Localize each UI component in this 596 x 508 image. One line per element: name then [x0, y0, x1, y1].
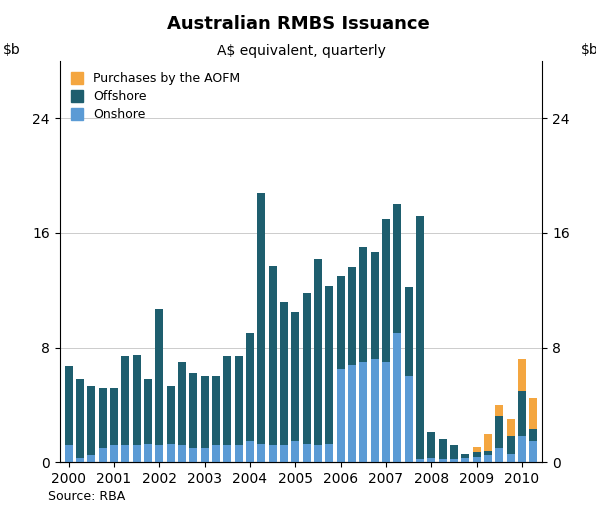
Bar: [348, 365, 356, 462]
Bar: [518, 359, 526, 391]
Bar: [110, 388, 118, 445]
Bar: [495, 417, 503, 448]
Bar: [393, 333, 401, 462]
Bar: [190, 448, 197, 462]
Bar: [303, 293, 311, 443]
Bar: [257, 443, 265, 462]
Bar: [371, 359, 378, 462]
Bar: [212, 445, 220, 462]
Bar: [257, 193, 265, 443]
Bar: [65, 445, 73, 462]
Bar: [518, 436, 526, 462]
Bar: [291, 441, 299, 462]
Bar: [507, 419, 514, 436]
Bar: [291, 312, 299, 441]
Bar: [269, 445, 277, 462]
Bar: [371, 251, 378, 359]
Bar: [325, 443, 333, 462]
Bar: [439, 459, 446, 462]
Bar: [495, 405, 503, 417]
Bar: [212, 376, 220, 445]
Bar: [88, 386, 95, 455]
Bar: [529, 429, 537, 441]
Bar: [110, 445, 118, 462]
Bar: [461, 454, 469, 458]
Bar: [484, 434, 492, 451]
Bar: [246, 441, 254, 462]
Bar: [224, 356, 231, 445]
Text: Australian RMBS Issuance: Australian RMBS Issuance: [167, 15, 429, 33]
Bar: [269, 266, 277, 445]
Bar: [99, 388, 107, 448]
Bar: [461, 458, 469, 462]
Bar: [235, 445, 243, 462]
Bar: [337, 369, 344, 462]
Title: A$ equivalent, quarterly: A$ equivalent, quarterly: [216, 44, 386, 58]
Bar: [507, 454, 514, 462]
Bar: [416, 459, 424, 462]
Bar: [382, 362, 390, 462]
Bar: [495, 448, 503, 462]
Bar: [382, 218, 390, 362]
Bar: [325, 286, 333, 443]
Bar: [507, 436, 514, 454]
Bar: [246, 333, 254, 441]
Bar: [144, 443, 152, 462]
Bar: [156, 309, 163, 445]
Bar: [405, 376, 412, 462]
Bar: [76, 379, 84, 458]
Bar: [76, 458, 84, 462]
Bar: [473, 447, 480, 452]
Bar: [280, 445, 288, 462]
Bar: [348, 267, 356, 365]
Bar: [122, 356, 129, 445]
Bar: [167, 443, 175, 462]
Bar: [314, 445, 322, 462]
Bar: [144, 379, 152, 443]
Bar: [416, 216, 424, 459]
Bar: [88, 455, 95, 462]
Bar: [439, 439, 446, 459]
Bar: [178, 362, 186, 445]
Bar: [167, 386, 175, 443]
Bar: [518, 391, 526, 436]
Bar: [190, 373, 197, 448]
Bar: [337, 276, 344, 369]
Bar: [450, 445, 458, 459]
Bar: [473, 452, 480, 457]
Bar: [303, 443, 311, 462]
Bar: [473, 457, 480, 462]
Legend: Purchases by the AOFM, Offshore, Onshore: Purchases by the AOFM, Offshore, Onshore: [66, 67, 246, 126]
Bar: [359, 247, 367, 362]
Bar: [484, 451, 492, 455]
Bar: [450, 459, 458, 462]
Bar: [280, 302, 288, 445]
Bar: [427, 458, 435, 462]
Bar: [405, 288, 412, 376]
Bar: [65, 366, 73, 445]
Bar: [122, 445, 129, 462]
Bar: [427, 432, 435, 458]
Bar: [529, 441, 537, 462]
Bar: [359, 362, 367, 462]
Text: Source: RBA: Source: RBA: [48, 490, 125, 503]
Bar: [99, 448, 107, 462]
Bar: [156, 445, 163, 462]
Bar: [133, 445, 141, 462]
Text: $b: $b: [3, 43, 21, 57]
Bar: [133, 355, 141, 445]
Bar: [235, 356, 243, 445]
Bar: [224, 445, 231, 462]
Bar: [178, 445, 186, 462]
Bar: [201, 448, 209, 462]
Text: $b: $b: [581, 43, 596, 57]
Bar: [201, 376, 209, 448]
Bar: [529, 398, 537, 429]
Bar: [484, 455, 492, 462]
Bar: [393, 204, 401, 333]
Bar: [314, 259, 322, 445]
